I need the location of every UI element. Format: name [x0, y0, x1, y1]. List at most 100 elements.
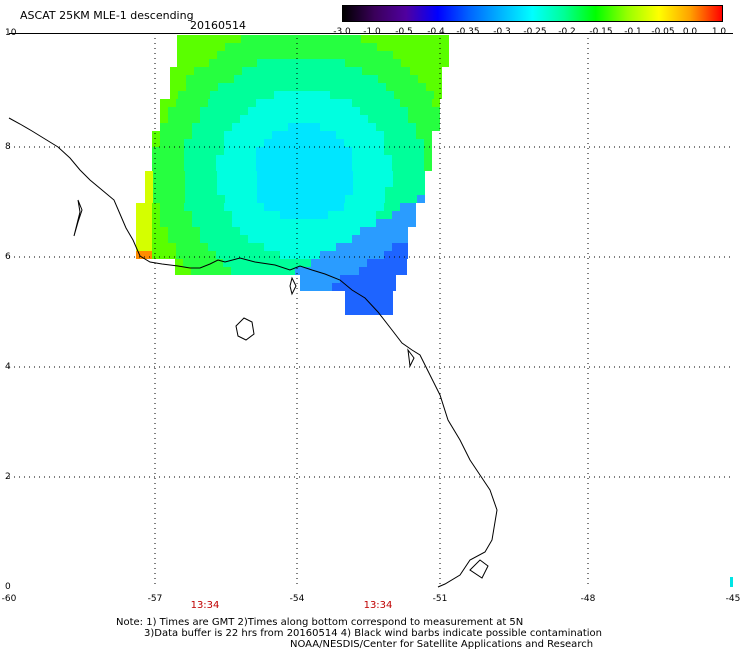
wind-data-cell: [385, 195, 393, 203]
color-scale-label: -0.3: [493, 27, 511, 37]
wind-data-cell: [385, 51, 393, 59]
wind-data-cell: [353, 59, 361, 67]
map-date: 20160514: [190, 19, 246, 32]
wind-data-swath: [136, 35, 449, 315]
wind-data-cell: [377, 43, 385, 51]
wind-data-cell: [168, 219, 176, 227]
wind-data-cell: [360, 155, 368, 163]
wind-data-cell: [184, 139, 192, 147]
wind-data-cell: [231, 267, 239, 275]
wind-data-cell: [394, 75, 402, 83]
wind-data-cell: [161, 179, 169, 187]
wind-data-cell: [248, 203, 256, 211]
wind-data-cell: [280, 107, 288, 115]
wind-data-cell: [193, 187, 201, 195]
wind-data-cell: [152, 211, 160, 219]
wind-data-cell: [257, 35, 265, 43]
wind-data-cell: [297, 43, 305, 51]
wind-data-cell: [232, 163, 240, 171]
wind-data-cell: [322, 75, 330, 83]
wind-data-cell: [216, 251, 224, 259]
wind-data-cell: [345, 291, 353, 299]
wind-data-cell: [346, 83, 354, 91]
wind-data-cell: [392, 227, 400, 235]
wind-data-cell: [201, 35, 209, 43]
wind-data-cell: [304, 227, 312, 235]
wind-data-cell: [273, 35, 281, 43]
wind-data-cell: [168, 203, 176, 211]
y-axis-label: 10: [5, 28, 17, 38]
wind-data-cell: [369, 59, 377, 67]
wind-data-cell: [408, 123, 416, 131]
wind-data-cell: [224, 107, 232, 115]
wind-data-cell: [223, 259, 231, 267]
wind-data-cell: [287, 259, 295, 267]
wind-data-cell: [304, 139, 312, 147]
wind-data-cell: [384, 227, 392, 235]
wind-data-cell: [249, 59, 257, 67]
wind-data-cell: [424, 115, 432, 123]
wind-data-cell: [273, 187, 281, 195]
wind-data-cell: [304, 107, 312, 115]
wind-data-cell: [305, 35, 313, 43]
wind-data-cell: [338, 91, 346, 99]
wind-data-cell: [201, 171, 209, 179]
wind-data-cell: [265, 195, 273, 203]
wind-data-cell: [201, 179, 209, 187]
wind-data-cell: [232, 227, 240, 235]
wind-data-cell: [297, 51, 305, 59]
wind-data-cell: [352, 99, 360, 107]
wind-data-cell: [233, 35, 241, 43]
wind-data-cell: [313, 179, 321, 187]
wind-data-cell: [170, 83, 178, 91]
wind-data-cell: [200, 203, 208, 211]
wind-data-cell: [401, 51, 409, 59]
wind-data-cell: [408, 131, 416, 139]
wind-data-cell: [184, 251, 192, 259]
wind-data-cell: [344, 211, 352, 219]
wind-data-cell: [303, 259, 311, 267]
wind-data-cell: [248, 139, 256, 147]
wind-data-cell: [384, 99, 392, 107]
wind-data-cell: [144, 251, 152, 259]
wind-data-cell: [208, 235, 216, 243]
wind-data-cell: [160, 235, 168, 243]
wind-data-cell: [257, 179, 265, 187]
map-title: ASCAT 25KM MLE-1 descending: [20, 9, 194, 22]
wind-data-cell: [136, 203, 144, 211]
wind-data-cell: [312, 155, 320, 163]
wind-data-cell: [362, 83, 370, 91]
wind-data-cell: [200, 243, 208, 251]
wind-data-cell: [169, 179, 177, 187]
note-line-1: Note: 1) Times are GMT 2)Times along bot…: [116, 617, 524, 628]
wind-data-cell: [434, 75, 442, 83]
wind-data-cell: [297, 35, 305, 43]
wind-data-cell: [241, 59, 249, 67]
wind-data-cell: [272, 219, 280, 227]
wind-data-cell: [410, 67, 418, 75]
wind-data-cell: [226, 75, 234, 83]
wind-data-cell: [320, 131, 328, 139]
wind-data-cell: [314, 75, 322, 83]
wind-data-cell: [264, 163, 272, 171]
wind-data-cell: [280, 139, 288, 147]
wind-data-cell: [152, 203, 160, 211]
wind-data-cell: [375, 267, 383, 275]
wind-data-cell: [233, 51, 241, 59]
wind-data-cell: [418, 83, 426, 91]
wind-data-cell: [274, 83, 282, 91]
wind-data-cell: [320, 163, 328, 171]
wind-data-cell: [224, 115, 232, 123]
wind-data-cell: [248, 115, 256, 123]
wind-data-cell: [316, 275, 324, 283]
wind-data-cell: [304, 147, 312, 155]
wind-data-cell: [282, 67, 290, 75]
wind-data-cell: [192, 155, 200, 163]
wind-data-cell: [393, 171, 401, 179]
wind-data-cell: [272, 99, 280, 107]
wind-data-cell: [425, 35, 433, 43]
wind-data-cell: [224, 147, 232, 155]
wind-data-cell: [432, 115, 440, 123]
wind-data-cell: [209, 51, 217, 59]
wind-data-cell: [223, 267, 231, 275]
